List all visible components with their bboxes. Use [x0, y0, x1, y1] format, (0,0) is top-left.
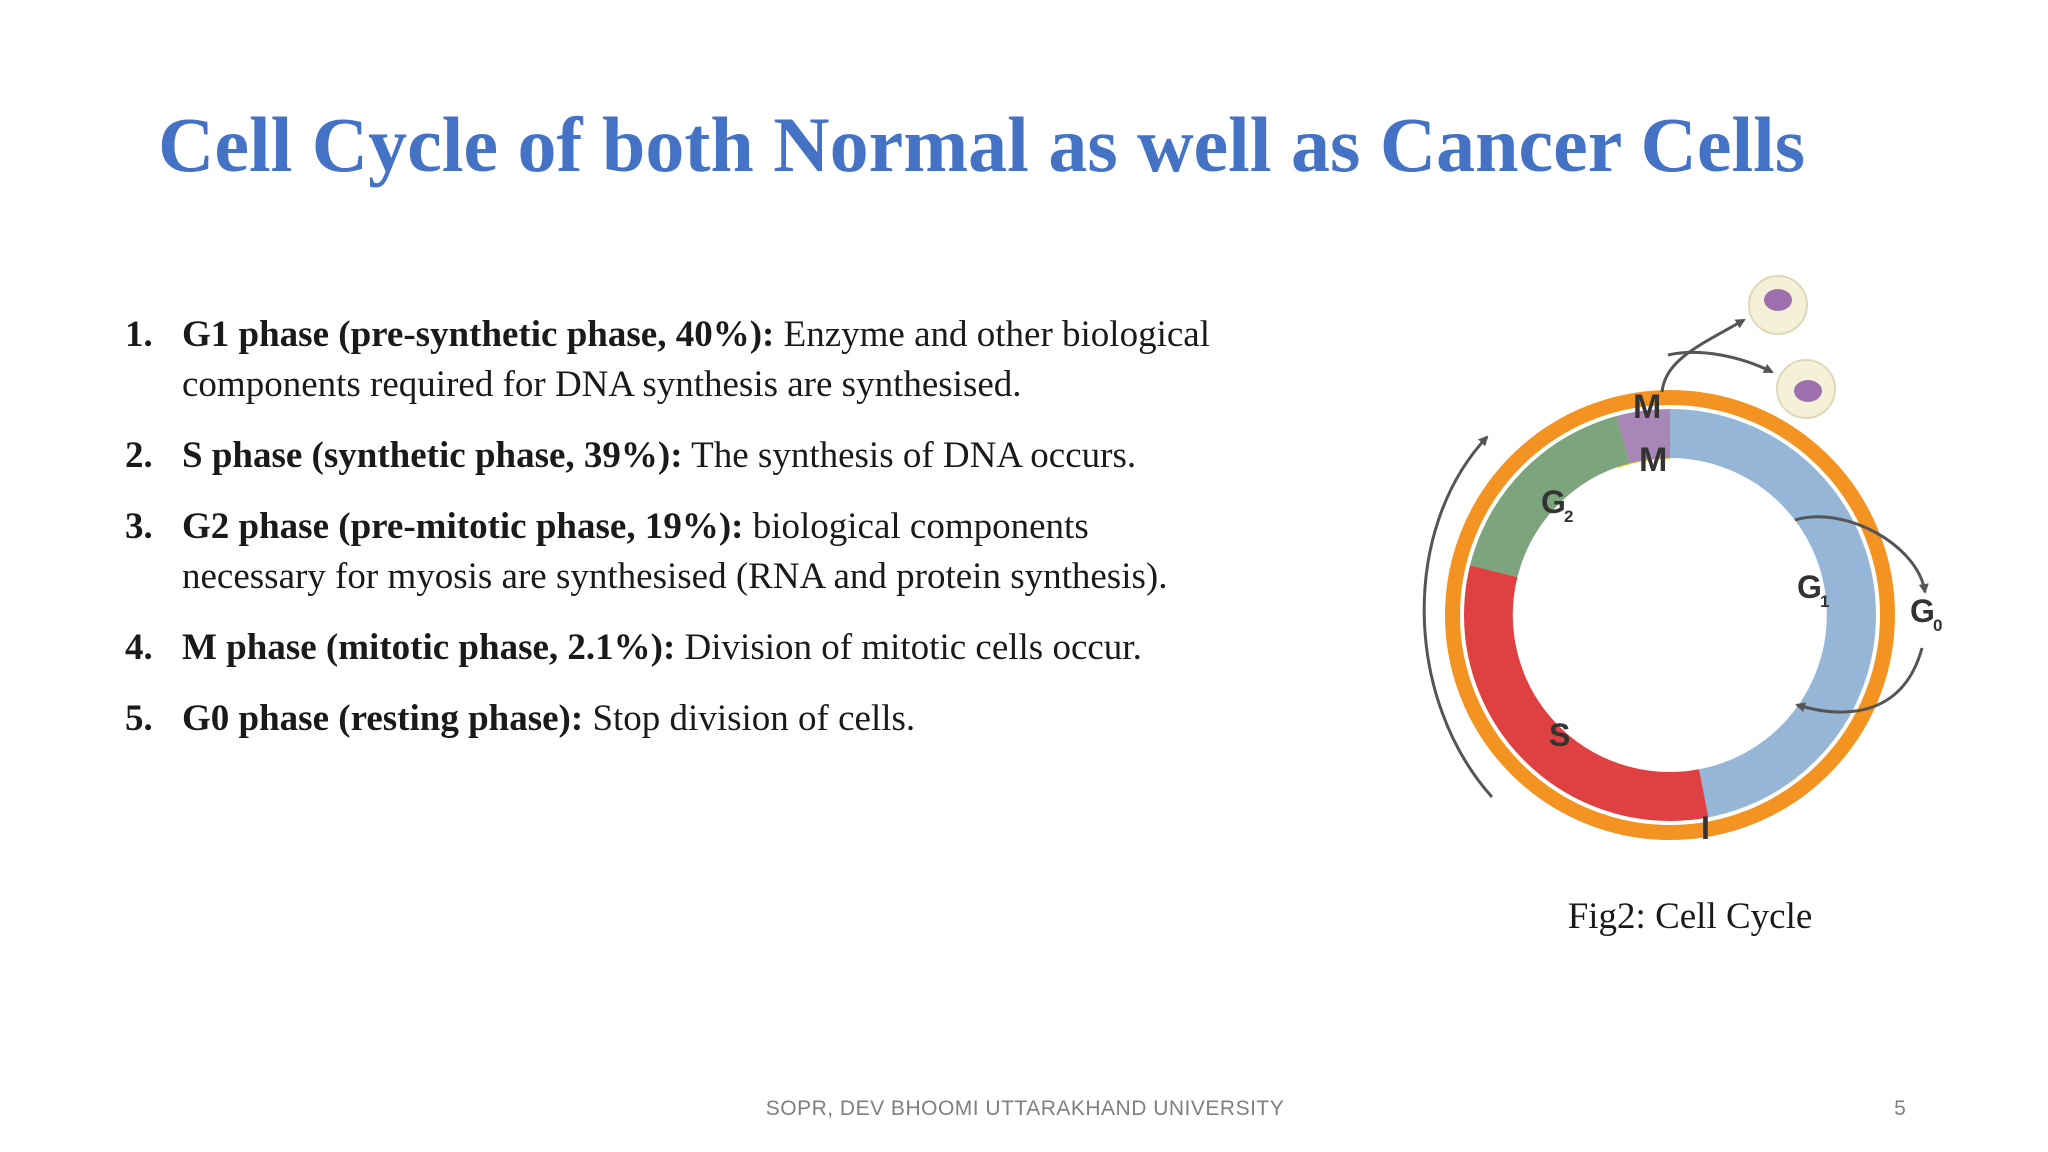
- label-i: I: [1701, 810, 1710, 846]
- item-text: biological components necessary for myos…: [182, 506, 1168, 597]
- division-arrow-lower: [1667, 350, 1774, 374]
- item-text: The synthesis of DNA occurs.: [682, 435, 1137, 476]
- ring-separator: [1460, 405, 1880, 825]
- item-number: 5.: [125, 698, 153, 739]
- label-g1: G: [1797, 569, 1822, 605]
- center-hole: [1514, 459, 1826, 771]
- item-text: Division of mitotic cells occur.: [675, 627, 1142, 668]
- cell-cycle-diagram: M M G 2 G 1 S I G 0: [1422, 275, 1942, 846]
- label-g2: G: [1541, 484, 1566, 520]
- list-item: 3. G2 phase (pre-mitotic phase, 19%): bio…: [120, 502, 1210, 602]
- label-g2-sub: 2: [1564, 507, 1573, 526]
- s-segment: [1462, 565, 1709, 822]
- list-item: 4. M phase (mitotic phase, 2.1%): Divisio…: [120, 623, 1210, 673]
- footer-text: SOPR, DEV BHOOMI UTTARAKHAND UNIVERSITY: [765, 1097, 1285, 1120]
- item-number: 4.: [125, 627, 153, 668]
- list-item: 1. G1 phase (pre-synthetic phase, 40%): E…: [120, 310, 1210, 410]
- label-g0: G: [1910, 593, 1935, 629]
- label-s: S: [1549, 717, 1570, 753]
- progression-arrow: [1422, 435, 1494, 799]
- figure-caption: Fig2: Cell Cycle: [1567, 896, 1813, 937]
- g0-return-arrow: [1795, 647, 1924, 714]
- list-item: 5. G0 phase (resting phase): Stop divisio…: [120, 694, 1210, 744]
- page-number: 5: [1894, 1097, 1906, 1120]
- daughter-cell-upper: [1748, 275, 1808, 335]
- item-heading: G2 phase (pre-mitotic phase, 19%):: [182, 506, 744, 547]
- label-m-inner: M: [1639, 441, 1667, 479]
- g0-loop-arrow: [1794, 515, 1929, 594]
- item-number: 3.: [125, 506, 153, 547]
- item-number: 2.: [125, 435, 153, 476]
- item-number: 1.: [125, 314, 153, 355]
- g1-segment: [1669, 408, 1877, 819]
- label-m-outer: M: [1633, 388, 1661, 426]
- daughter-cell-lower: [1776, 359, 1836, 419]
- item-text: Stop division of cells.: [583, 698, 916, 739]
- label-g1-sub: 1: [1820, 592, 1829, 611]
- item-heading: S phase (synthetic phase, 39%):: [182, 435, 683, 476]
- label-g0-sub: 0: [1933, 616, 1942, 635]
- item-heading: M phase (mitotic phase, 2.1%):: [182, 627, 676, 668]
- g2-segment: [1468, 415, 1630, 578]
- list-item: 2. S phase (synthetic phase, 39%): The sy…: [120, 431, 1210, 481]
- slide-title: Cell Cycle of both Normal as well as Can…: [158, 101, 1806, 188]
- item-heading: G1 phase (pre-synthetic phase, 40%):: [182, 314, 775, 355]
- item-text: Enzyme and other biological components r…: [182, 314, 1210, 405]
- m-phase-inner-segment: [1616, 408, 1671, 464]
- phase-list: 1. G1 phase (pre-synthetic phase, 40%): E…: [120, 310, 1210, 765]
- item-heading: G0 phase (resting phase):: [182, 698, 584, 739]
